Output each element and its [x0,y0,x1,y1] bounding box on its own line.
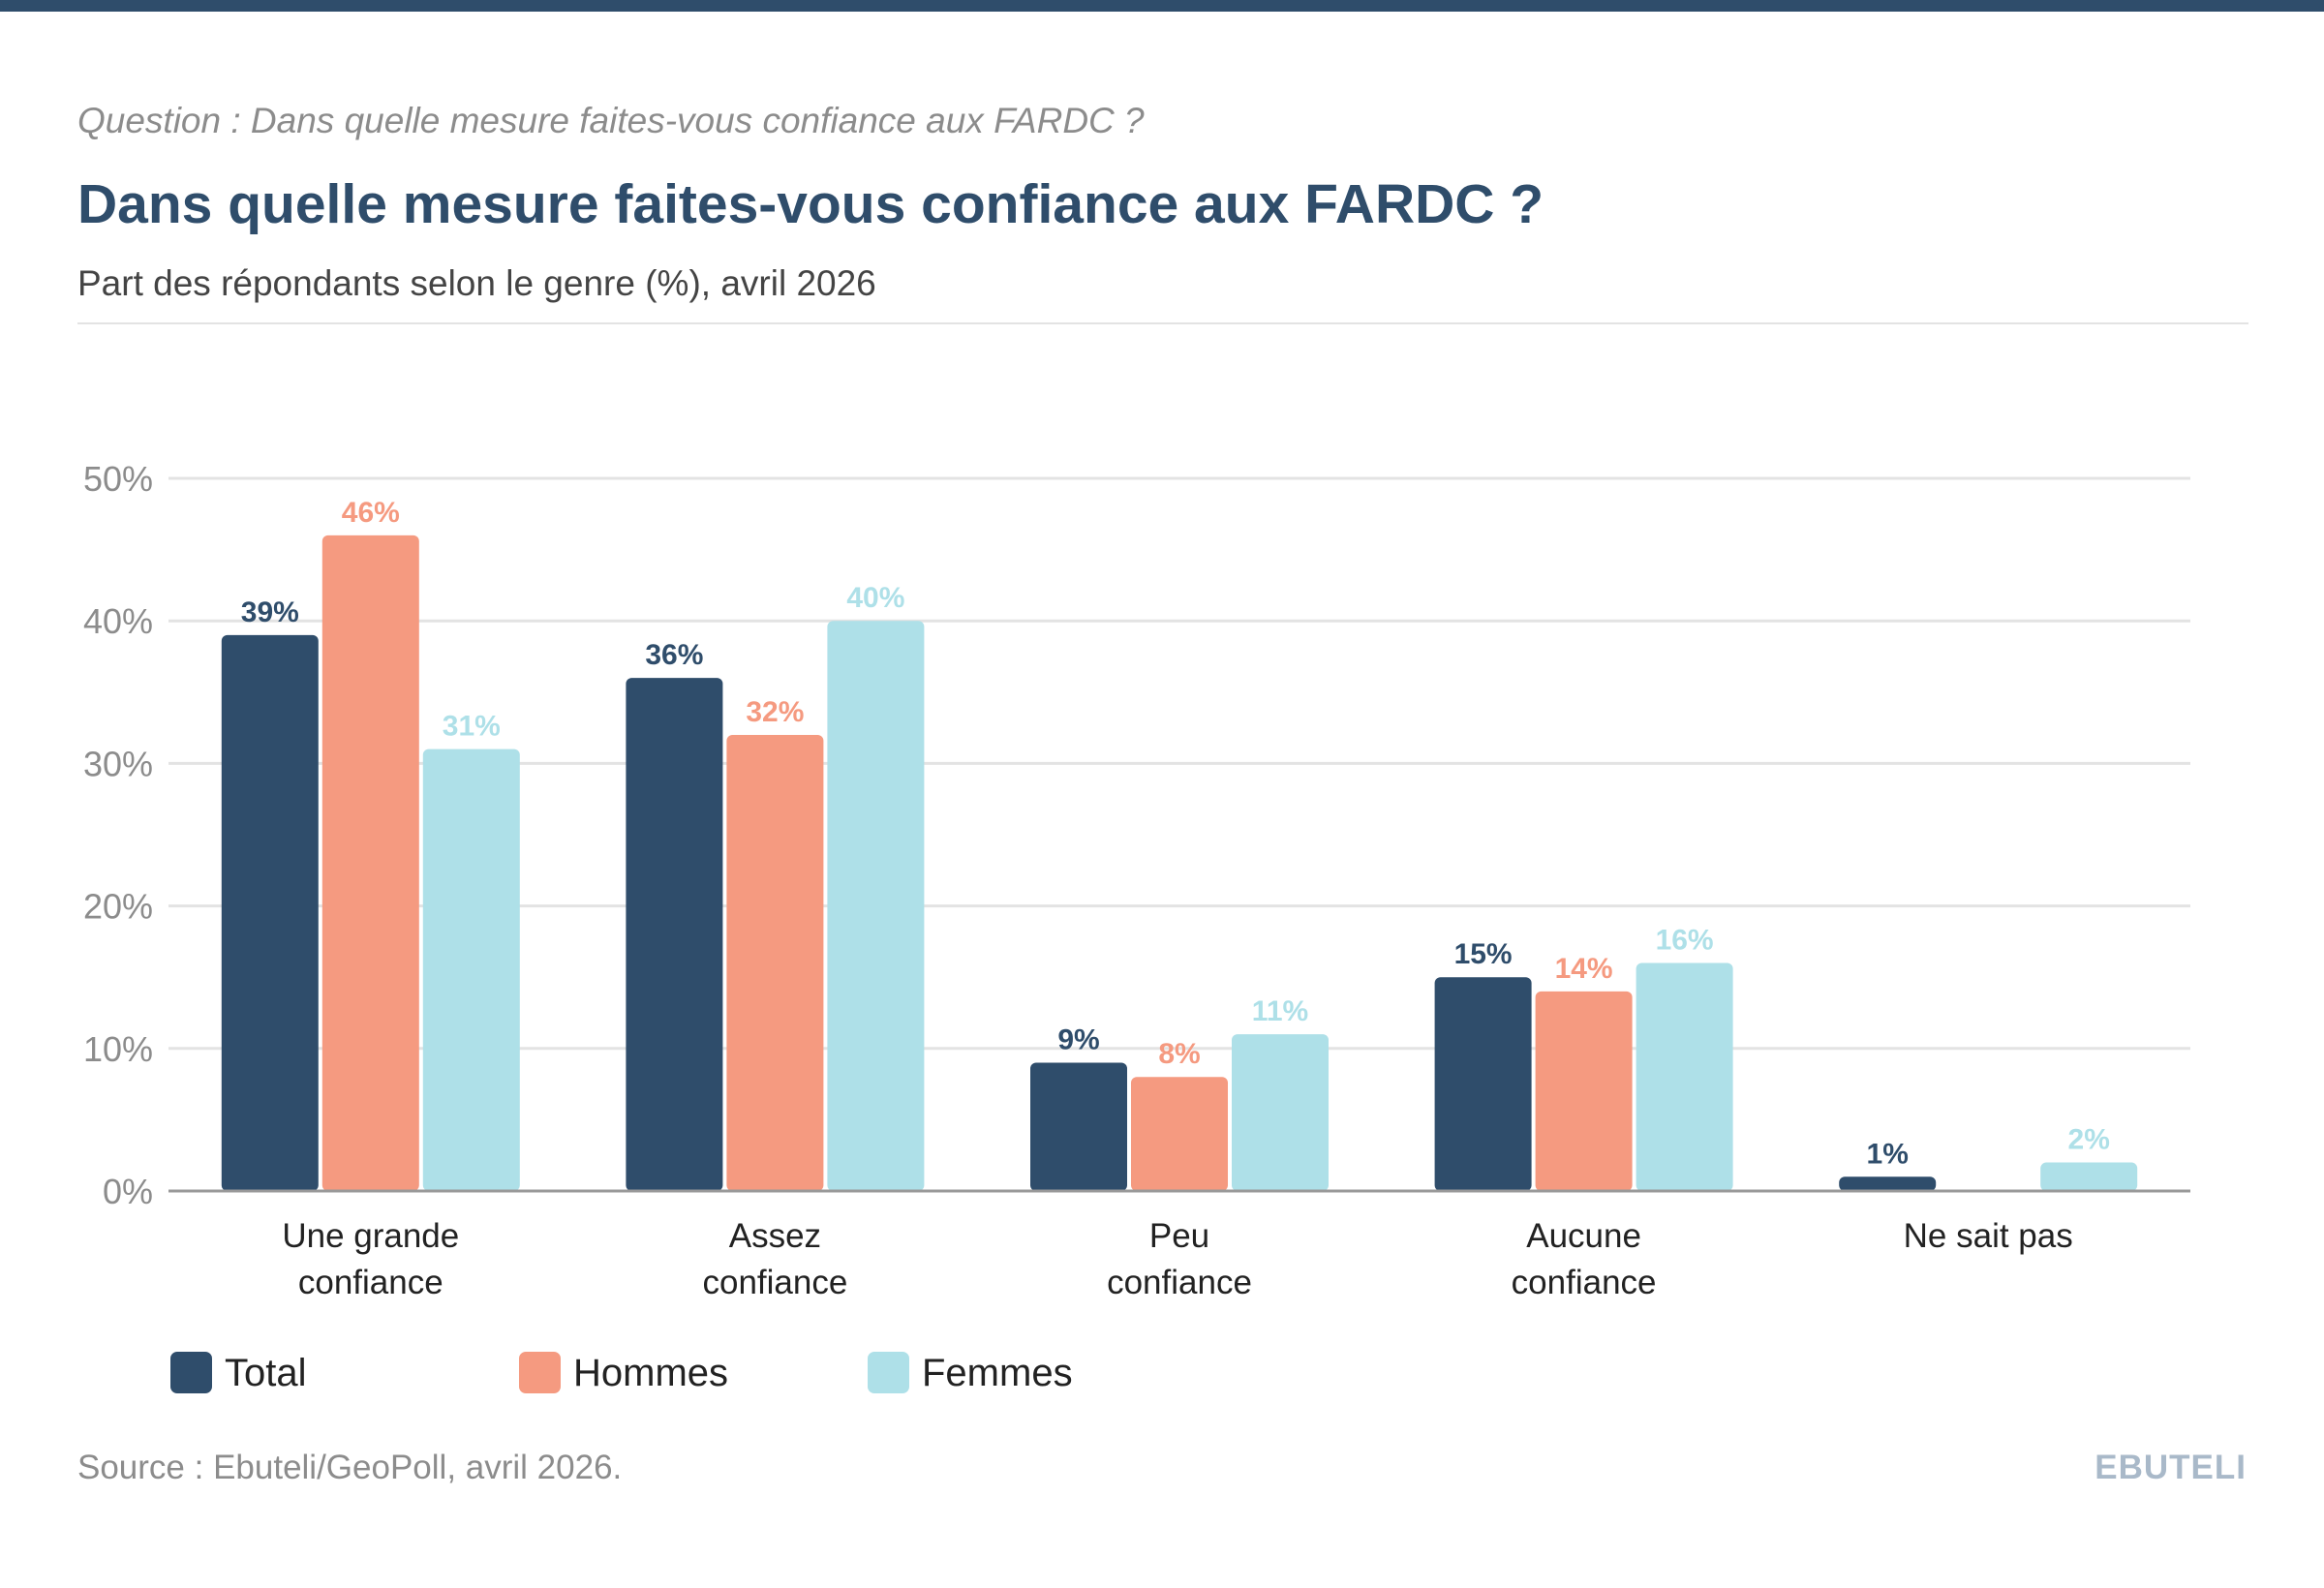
data-label-total: 15% [1454,938,1513,970]
x-category-label: confiance [1107,1264,1252,1301]
chart-title: Dans quelle mesure faites-vous confiance… [77,173,1544,235]
data-label-total: 1% [1867,1138,1909,1170]
x-category-label: Ne sait pas [1904,1217,2073,1255]
top-accent-bar [0,0,2324,12]
bar-femmes [1636,962,1733,1191]
data-label-total: 36% [645,639,703,671]
brand-logo-text: EBUTELI [2095,1449,2247,1486]
y-tick-label: 50% [83,459,153,499]
y-tick-label: 10% [83,1029,153,1069]
x-category-label: confiance [298,1264,443,1301]
chart-subtitle: Part des répondants selon le genre (%), … [77,263,876,303]
question-text: Question : Dans quelle mesure faites-vou… [77,101,1145,140]
x-category-label: Aucune [1526,1217,1641,1255]
data-label-femmes: 2% [2068,1124,2110,1156]
legend-label-hommes: Hommes [573,1352,729,1394]
data-label-femmes: 40% [846,582,904,614]
bar-hommes [726,734,824,1191]
bar-hommes [321,534,419,1191]
data-label-hommes: 46% [342,497,400,529]
header-divider [77,322,2248,324]
data-label-total: 39% [241,596,299,628]
legend-label-femmes: Femmes [922,1352,1073,1394]
data-label-hommes: 14% [1555,953,1613,985]
y-tick-label: 40% [83,601,153,641]
bar-femmes [827,621,925,1191]
y-tick-label: 30% [83,744,153,783]
data-label-femmes: 16% [1656,924,1714,956]
x-category-label: Peu [1149,1217,1209,1255]
bar-total [1839,1176,1937,1191]
legend-label-total: Total [225,1352,307,1394]
legend-swatch-total [170,1352,212,1393]
y-tick-label: 0% [103,1172,153,1211]
x-category-label: Une grande [282,1217,459,1255]
bar-total [626,678,723,1191]
legend-swatch-hommes [519,1352,561,1393]
data-label-hommes: 8% [1158,1038,1200,1070]
bar-hommes [1131,1077,1228,1191]
legend-swatch-femmes [868,1352,909,1393]
x-category-label: confiance [702,1264,847,1301]
source-note: Source : Ebuteli/GeoPoll, avril 2026. [77,1449,623,1486]
data-label-femmes: 31% [443,711,501,743]
y-tick-label: 20% [83,887,153,927]
x-category-label: Assez [729,1217,821,1255]
bar-femmes [1232,1034,1329,1191]
bar-total [1434,977,1532,1191]
data-label-hommes: 32% [746,696,804,728]
data-label-total: 9% [1057,1024,1099,1056]
bar-total [221,634,319,1191]
x-category-label: confiance [1512,1264,1657,1301]
bar-total [1030,1062,1127,1191]
bar-hommes [1535,991,1633,1191]
bar-femmes [422,748,520,1191]
data-label-femmes: 11% [1252,995,1308,1027]
bar-femmes [2040,1162,2138,1191]
